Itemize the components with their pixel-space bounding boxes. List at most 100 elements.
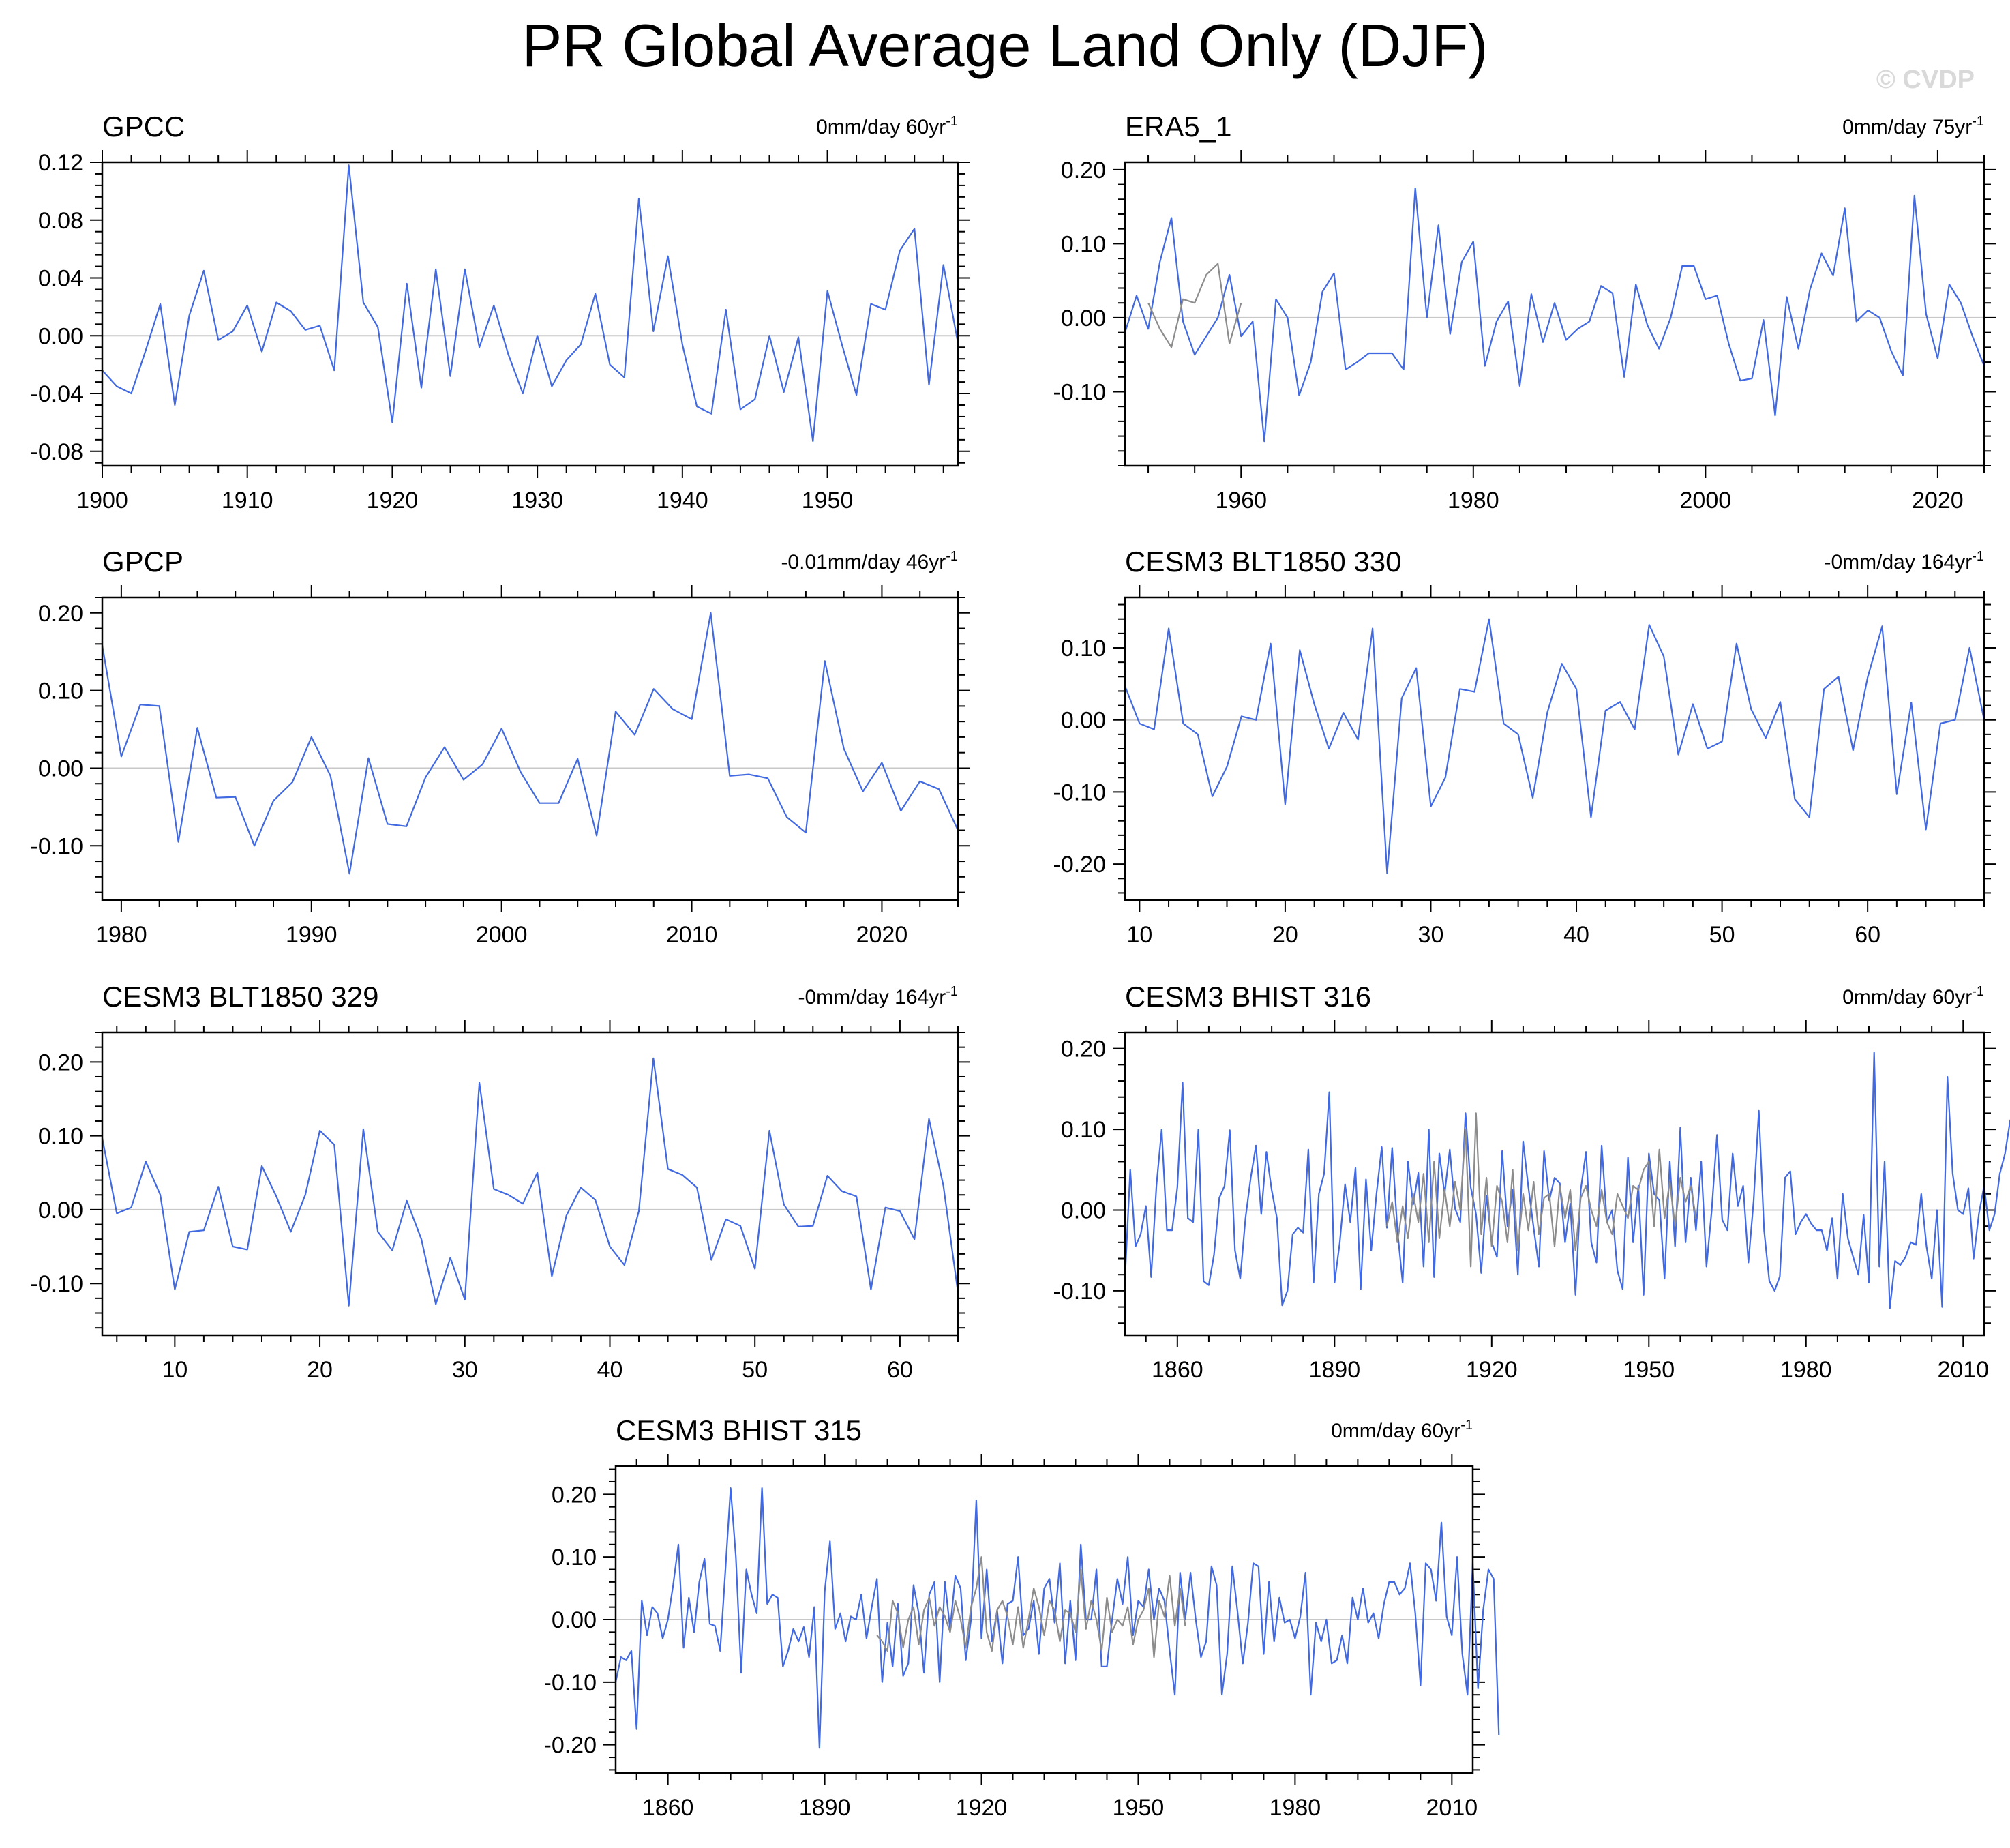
y-tick-label: 0.10: [38, 679, 83, 704]
trend-value: -0.01mm/day 46yr: [781, 551, 946, 573]
series-line-bhist315: [614, 1487, 1500, 1749]
figure-title: PR Global Average Land Only (DJF): [522, 12, 1488, 79]
y-tick-label: 0.12: [38, 150, 83, 176]
x-tick-label: 1940: [657, 488, 708, 513]
panel-title: CESM3 BHIST 316: [1125, 981, 1371, 1013]
series-line-gpcc: [102, 164, 959, 443]
x-tick-label: 2000: [476, 922, 528, 948]
trend-label: 0mm/day 60yr-1: [1842, 984, 1984, 1009]
x-tick-label: 1960: [1215, 488, 1267, 513]
y-tick-label: -0.20: [1053, 852, 1107, 878]
y-tick-label: 0.08: [38, 208, 83, 234]
series-line-gpcp: [101, 612, 959, 875]
x-tick-label: 2010: [666, 922, 718, 948]
x-tick-label: 2010: [1937, 1357, 1989, 1383]
x-tick-label: 2010: [1426, 1795, 1478, 1821]
plot-frame: [1124, 596, 1985, 901]
x-tick-label: 20: [307, 1357, 333, 1383]
x-tick-label: 1910: [222, 488, 273, 513]
panel-title: ERA5_1: [1125, 110, 1231, 143]
panel-title: CESM3 BHIST 315: [616, 1414, 862, 1446]
x-tick-label: 1890: [799, 1795, 851, 1821]
x-tick-label: 50: [742, 1357, 768, 1383]
trend-label: 0mm/day 75yr-1: [1842, 114, 1984, 138]
panel-blt329: CESM3 BLT1850 329 -0mm/day 164yr-1 -0.10 0.…: [31, 981, 970, 1383]
y-tick-label: -0.10: [1053, 1279, 1107, 1305]
trend-exponent: -1: [1972, 114, 1984, 129]
y-tick-label: 0.10: [552, 1545, 597, 1570]
panel-title: GPCC: [102, 110, 185, 143]
y-tick-label: 0.04: [38, 266, 83, 292]
x-tick-label: 30: [452, 1357, 478, 1383]
plot-frame: [614, 1465, 1474, 1774]
y-tick-label: 0.10: [1061, 231, 1106, 257]
trend-exponent: -1: [1460, 1418, 1473, 1433]
y-tick-label: 0.00: [38, 323, 83, 349]
y-tick-label: 0.00: [38, 1197, 83, 1223]
y-tick-label: 0.20: [38, 1049, 83, 1075]
y-tick-label: 0.10: [38, 1124, 83, 1150]
y-tick-label: 0.20: [38, 601, 83, 627]
series-line-blt329: [101, 1057, 959, 1307]
x-tick-label: 1920: [1466, 1357, 1518, 1383]
y-tick-label: -0.20: [544, 1733, 597, 1759]
trend-label: -0mm/day 164yr-1: [1824, 549, 1984, 573]
trend-value: -0mm/day 164yr: [798, 986, 946, 1009]
x-tick-label: 1920: [367, 488, 419, 513]
trend-value: 0mm/day 75yr: [1842, 116, 1972, 138]
y-tick-label: -0.08: [31, 439, 84, 465]
trend-value: 0mm/day 60yr: [1331, 1420, 1460, 1442]
x-tick-label: 1950: [802, 488, 854, 513]
x-tick-label: 1980: [1780, 1357, 1832, 1383]
x-tick-label: 2000: [1680, 488, 1732, 513]
panel-bhist316: CESM3 BHIST 316 0mm/day 60yr-1 -0.10 0.00 0.…: [1053, 981, 2010, 1383]
series-line-era5: [1124, 187, 1985, 443]
trend-exponent: -1: [946, 984, 958, 999]
y-tick-label: 0.00: [1061, 305, 1106, 331]
plot-frame: [101, 161, 959, 467]
reference-series-line: [1386, 1112, 1697, 1268]
panel-era5: ERA5_1 0mm/day 75yr-1 -0.10 0.00 0.10 0.20 196…: [1053, 110, 1996, 513]
trend-exponent: -1: [1972, 549, 1984, 564]
x-tick-label: 1980: [95, 922, 147, 948]
x-tick-label: 1900: [76, 488, 128, 513]
trend-label: 0mm/day 60yr-1: [1331, 1418, 1473, 1442]
y-tick-label: 0.00: [38, 756, 83, 781]
plot-frame: [1124, 161, 1985, 467]
trend-exponent: -1: [1972, 984, 1984, 999]
series-line-blt330: [1124, 618, 1985, 874]
x-tick-label: 1860: [1152, 1357, 1203, 1383]
trend-label: -0mm/day 164yr-1: [798, 984, 958, 1009]
x-tick-label: 1890: [1308, 1357, 1360, 1383]
plot-frame: [1124, 1031, 1985, 1337]
x-tick-label: 10: [162, 1357, 188, 1383]
y-tick-label: 0.20: [1061, 1037, 1106, 1062]
trend-value: -0mm/day 164yr: [1824, 551, 1972, 573]
x-tick-label: 60: [1855, 922, 1880, 948]
x-tick-label: 1980: [1448, 488, 1499, 513]
y-tick-label: 0.00: [1061, 708, 1106, 734]
panel-title: CESM3 BLT1850 329: [102, 981, 378, 1013]
x-tick-label: 2020: [856, 922, 908, 948]
y-tick-label: 0.00: [1061, 1197, 1106, 1223]
y-tick-label: 0.20: [1061, 158, 1106, 183]
reference-series-line: [1148, 263, 1242, 348]
y-tick-label: 0.10: [1061, 1117, 1106, 1143]
y-tick-label: -0.10: [31, 833, 84, 859]
panel-gpcp: GPCP -0.01mm/day 46yr-1 -0.10 0.00 0.10 0.20 1…: [31, 546, 970, 948]
y-tick-label: -0.10: [544, 1670, 597, 1696]
x-tick-label: 1930: [511, 488, 563, 513]
trend-value: 0mm/day 60yr: [1842, 986, 1972, 1009]
x-tick-label: 1950: [1113, 1795, 1165, 1821]
trend-exponent: -1: [946, 114, 958, 129]
panel-title: CESM3 BLT1850 330: [1125, 546, 1401, 578]
panel-gpcc: GPCC 0mm/day 60yr-1 -0.08 -0.04 0.00 0.04 0.08…: [31, 110, 970, 513]
trend-label: -0.01mm/day 46yr-1: [781, 549, 958, 573]
plot-frame: [101, 1031, 959, 1337]
y-tick-label: -0.10: [31, 1271, 84, 1297]
panel-blt330: CESM3 BLT1850 330 -0mm/day 164yr-1 -0.20 -0…: [1053, 546, 1996, 948]
x-tick-label: 60: [887, 1357, 913, 1383]
y-tick-label: -0.10: [1053, 779, 1107, 805]
x-tick-label: 10: [1126, 922, 1152, 948]
trend-label: 0mm/day 60yr-1: [816, 114, 958, 138]
